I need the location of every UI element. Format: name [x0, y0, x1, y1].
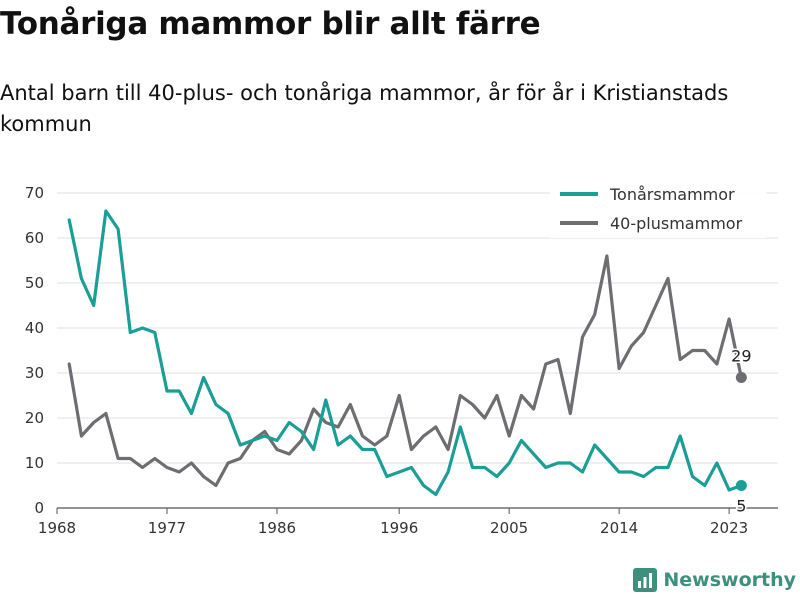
y-tick-label: 60: [25, 229, 44, 247]
y-tick-label: 40: [25, 319, 44, 337]
legend-background: [550, 178, 766, 238]
x-tick-label: 2023: [710, 519, 748, 537]
legend-label: Tonårsmammor: [609, 185, 735, 204]
chart-title: Tonåriga mammor blir allt färre: [0, 6, 541, 42]
y-tick-label: 20: [25, 409, 44, 427]
y-tick-label: 70: [25, 184, 44, 202]
legend: Tonårsmammor 40-plusmammor: [550, 178, 766, 238]
y-axis: 0 10 20 30 40 50 60 70: [25, 184, 44, 517]
end-point-ton-rsmammor: [735, 480, 747, 491]
x-axis: 1968 1977 1986 1996 2005 2014 2023: [38, 508, 748, 537]
end-value-label: 29: [731, 347, 751, 366]
x-tick-label: 1986: [258, 519, 296, 537]
legend-label: 40-plusmammor: [610, 214, 743, 233]
series-line-40-plusmammor: [67, 254, 743, 488]
y-tick-label: 0: [34, 499, 44, 517]
brand-name: Newsworthy: [663, 569, 796, 591]
x-tick-label: 2005: [490, 519, 528, 537]
brand-logo: Newsworthy: [633, 568, 796, 592]
y-tick-label: 10: [25, 454, 44, 472]
x-tick-label: 1996: [380, 519, 418, 537]
series-lines: 5 29: [67, 209, 753, 517]
series-line-ton-rsmammor: [67, 209, 743, 497]
chart-subtitle: Antal barn till 40-plus- och tonåriga ma…: [0, 81, 729, 136]
y-tick-label: 50: [25, 274, 44, 292]
end-point-40-plusmammor: [735, 372, 747, 383]
y-tick-label: 30: [25, 364, 44, 382]
end-value-label: 5: [736, 497, 746, 516]
x-tick-label: 1968: [38, 519, 76, 537]
gridlines: [57, 192, 778, 509]
x-tick-label: 1977: [148, 519, 186, 537]
x-tick-label: 2014: [600, 519, 638, 537]
newsworthy-logo-icon: [633, 568, 658, 592]
